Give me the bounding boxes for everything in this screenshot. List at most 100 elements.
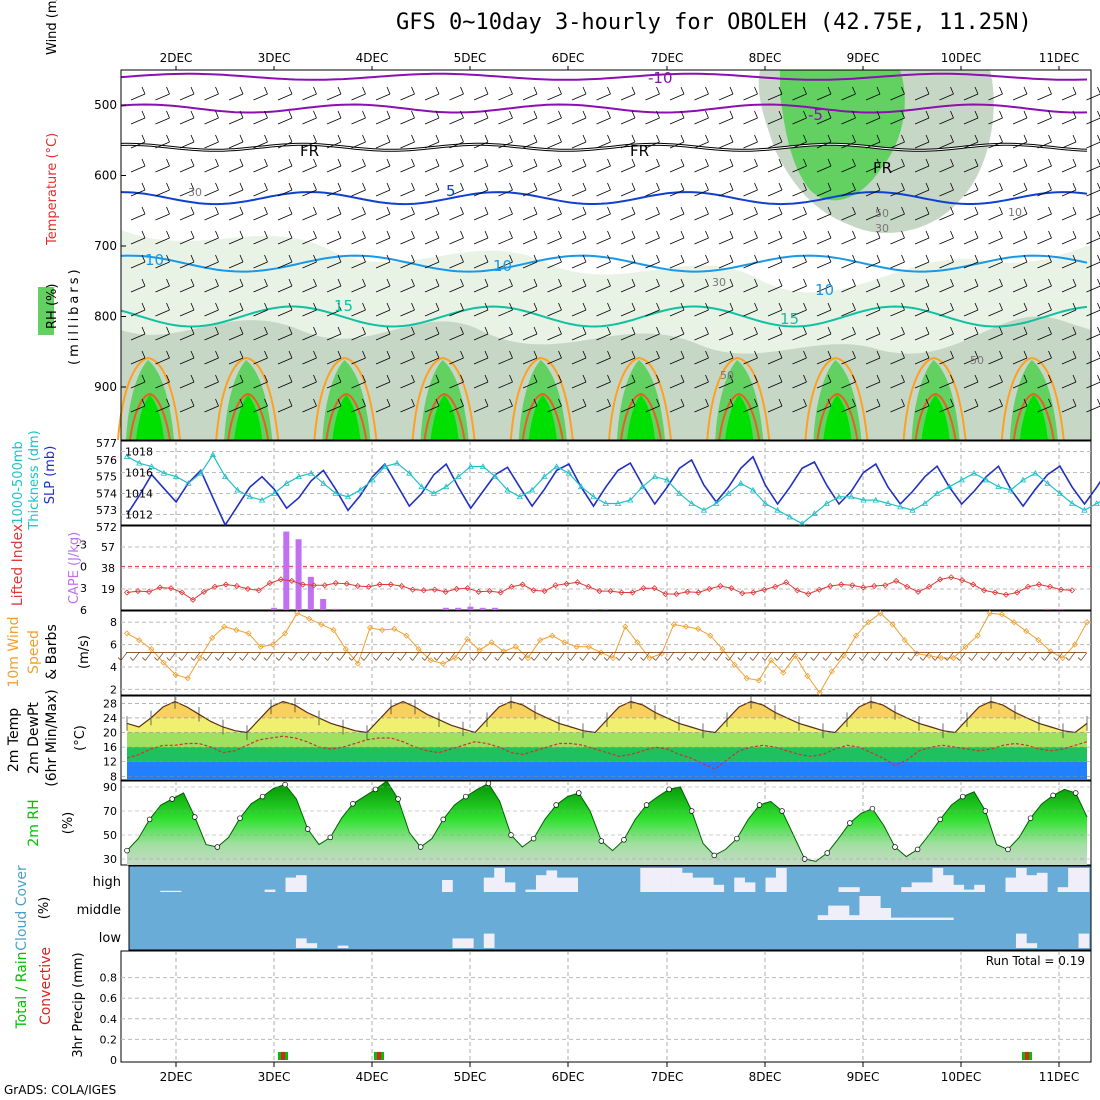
wind-barb (1086, 230, 1100, 245)
wind-barb (718, 206, 734, 221)
wind-barb-10m (871, 652, 881, 661)
panel-axis-title: Convective (38, 947, 54, 1025)
wind-barb (228, 206, 244, 221)
wind-barb (620, 278, 636, 293)
li-marker (530, 587, 537, 594)
wind-barb (351, 398, 366, 413)
wind-barb-10m (798, 652, 808, 661)
wind-barb (204, 86, 219, 101)
wind-barb (571, 326, 587, 341)
panel-axis-title: (%) (61, 812, 76, 835)
wind-barb (914, 230, 930, 245)
wind-barb (155, 230, 170, 245)
wind-barb (743, 326, 758, 341)
wind-barb-10m (883, 652, 893, 661)
li-marker (409, 586, 416, 593)
wind-barb (130, 302, 146, 317)
wind-barb (498, 254, 513, 269)
cloud-bar-high (525, 889, 537, 892)
wind-speed-marker (804, 672, 811, 680)
wind-barb (130, 374, 146, 389)
panel-label: (m/s) (77, 635, 92, 669)
wind-barb (547, 350, 562, 365)
rh2m-marker (892, 844, 898, 850)
contour-label: FR (300, 142, 319, 160)
wind-barb (277, 278, 293, 293)
wind-barb (522, 134, 538, 149)
wind-barb (963, 158, 979, 173)
wind-barb (767, 398, 783, 413)
wind-barb (1012, 326, 1028, 341)
wind-barb (302, 134, 317, 149)
cloud-bar-middle (849, 915, 860, 920)
thickness-marker (393, 459, 401, 466)
wind-speed-marker (439, 660, 447, 667)
rh-cell-core (234, 395, 263, 440)
wind-barb (522, 374, 538, 389)
wind-barb (253, 158, 268, 173)
wind-barb (890, 374, 905, 389)
panel-axis-title: Speed (26, 630, 42, 674)
wind-barb (1012, 134, 1028, 149)
wind-barb (1086, 158, 1100, 173)
wind-barb (767, 254, 783, 269)
thickness-marker (1032, 469, 1039, 476)
li-marker (662, 590, 669, 598)
wind-barb (816, 134, 832, 149)
thickness-marker (271, 490, 278, 496)
cloud-bar-low (1015, 933, 1027, 948)
wind-barb (718, 374, 734, 389)
cloud-bar-high (442, 880, 453, 892)
wind-barb (1061, 398, 1077, 413)
cloud-bar-middle (869, 896, 881, 920)
wind-barb-10m (530, 652, 541, 661)
temp-tick: 8 (110, 770, 117, 783)
date-label-top: 11DEC (1039, 51, 1079, 65)
contour-label: 15 (780, 310, 799, 328)
wind-barb (228, 158, 244, 173)
panel-label: 2m RH (26, 799, 42, 846)
wind-barb (620, 158, 636, 173)
wind-barb (130, 182, 146, 197)
wind-barb (326, 206, 342, 221)
wind-barb (498, 86, 513, 101)
wind-barb (1037, 158, 1052, 173)
wind-barb (277, 86, 293, 101)
wind-barb (547, 206, 562, 221)
wind-barb-10m (725, 652, 735, 661)
panel-axis-title: 2m DewPt (26, 702, 42, 774)
thickness-marker (197, 469, 204, 476)
wind-barb (694, 278, 709, 293)
wind-barb (522, 206, 538, 221)
wind-barb (179, 158, 195, 173)
wind-speed-marker (196, 654, 203, 662)
wind-barb (547, 134, 562, 149)
wind-barb (449, 254, 464, 269)
wind-barb (302, 398, 317, 413)
wind-barb (228, 134, 244, 149)
wind-barb (204, 158, 219, 173)
panel-axis-title: Cloud Cover (14, 865, 30, 951)
wind-barb (596, 158, 611, 173)
wind-barb (669, 110, 685, 125)
wind-speed-marker (245, 630, 252, 637)
thickness-marker (258, 496, 266, 503)
wind-barb (620, 398, 636, 413)
wind-barb (204, 254, 219, 269)
cloud-bar-high (160, 890, 172, 892)
wind-speed-marker (354, 660, 361, 667)
wind-barb (179, 134, 195, 149)
wind-barb-10m (1065, 652, 1076, 661)
wind-barb (522, 398, 538, 413)
rh-tick: 50 (103, 829, 117, 842)
thickness-marker (958, 476, 965, 483)
panel-axis-title: (6hr Min/Max) (44, 689, 60, 786)
thickness-marker (921, 500, 929, 506)
date-label-bottom: 3DEC (258, 1070, 291, 1084)
cloud-bar-high (932, 868, 944, 892)
rh2m-marker (372, 786, 379, 793)
rh2m-marker (1027, 815, 1034, 821)
wind-barb (498, 350, 513, 365)
date-label-top: 3DEC (258, 51, 291, 65)
